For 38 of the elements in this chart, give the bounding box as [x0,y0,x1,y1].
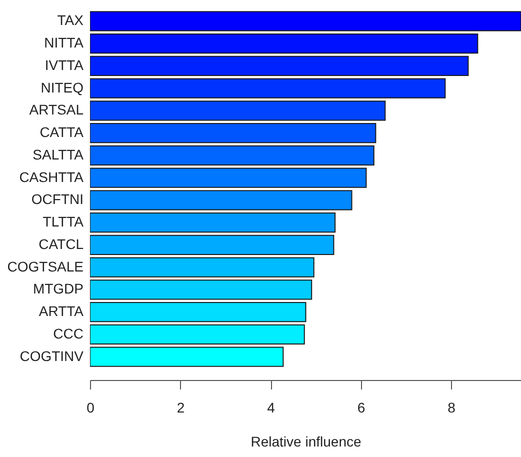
y-tick-label: CASHTTA [19,168,84,185]
bar [90,33,478,54]
y-tick-label: NITEQ [40,79,84,96]
x-tick-label: 0 [86,400,95,416]
y-tick-label: IVTTA [44,56,84,73]
bar [90,234,334,256]
y-tick-label: OCFTNI [31,191,84,208]
y-tick-label: COGTSALE [7,258,84,274]
y-tick-label: NITTA [44,34,84,51]
y-tick-label: ARTTA [38,303,84,320]
y-tick-label: CCC [53,325,84,342]
x-axis-title: Relative influence [250,434,362,450]
x-tick-label: 2 [176,400,185,416]
x-tick-label: 6 [357,400,366,416]
bar [90,78,446,98]
y-tick-label: COGTINV [20,348,84,364]
y-tick-label: MTGDP [32,280,84,297]
y-tick-label: ARTSAL [29,102,84,118]
bar [90,190,352,210]
bar [90,212,336,233]
bar [90,145,374,166]
bar [90,302,306,322]
bar [90,100,386,121]
y-tick-label: TAX [57,12,84,28]
x-tick-label: 8 [448,400,456,416]
bar [90,122,376,144]
bar [90,168,367,188]
bar [90,346,284,367]
y-tick-label: CATTA [40,124,84,140]
y-tick-label: SALTTA [32,146,84,162]
bar [90,257,314,278]
bar [90,11,521,32]
y-tick-label: TLTTA [42,214,84,230]
bar [90,56,469,76]
bar [90,324,305,345]
bar [90,280,312,300]
x-tick-label: 4 [267,400,276,416]
y-tick-label: CATCL [38,236,84,252]
